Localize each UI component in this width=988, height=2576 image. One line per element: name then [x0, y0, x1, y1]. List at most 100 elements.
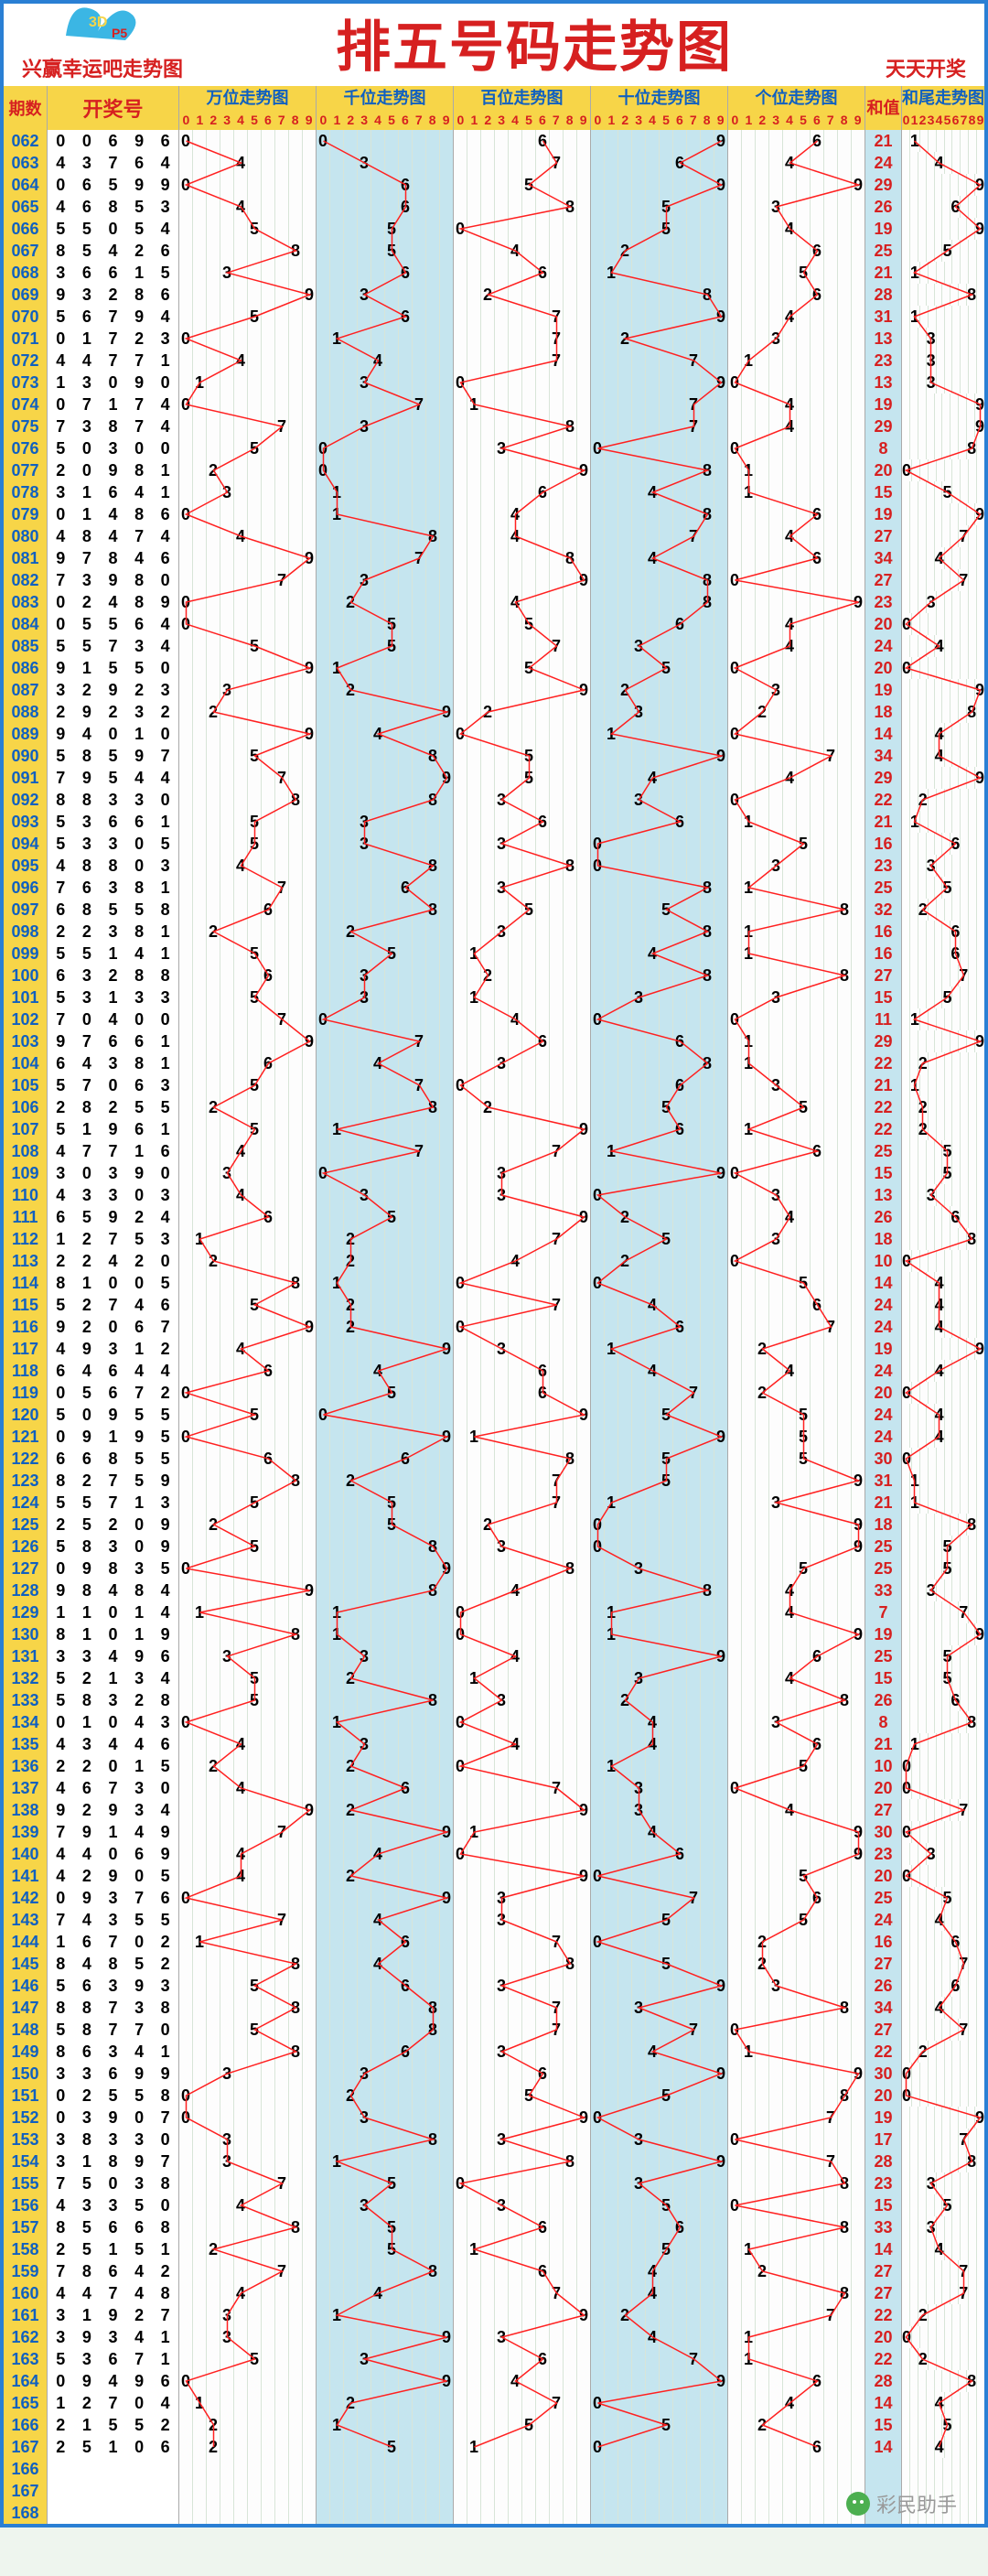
pos-trend-0: 2 [179, 1755, 317, 1777]
pos-trend-1: 0 [317, 459, 454, 481]
period-cell: 083 [4, 591, 48, 613]
period-cell: 140 [4, 1843, 48, 1865]
pos-trend-0: 9 [179, 723, 317, 745]
period-cell: 092 [4, 789, 48, 811]
tail-trend: 1 [902, 130, 984, 152]
pos-trend-4: 0 [728, 1162, 865, 1184]
period-cell: 158 [4, 2238, 48, 2260]
pos-trend-0: 9 [179, 547, 317, 569]
pos-trend-2: 5 [454, 2414, 591, 2436]
pos-trend-2: 0 [454, 723, 591, 745]
pos-trend-1: 0 [317, 437, 454, 459]
sum-cell: 24 [865, 1426, 902, 1448]
numbers-cell: 09835 [48, 1557, 179, 1579]
hdr-pos-4: 个位走势图 0123456789 [728, 86, 865, 130]
pos-trend-3: 0 [591, 1514, 728, 1536]
pos-trend-3: 0 [591, 437, 728, 459]
numbers-cell: 16702 [48, 1931, 179, 1953]
pos-trend-4: 0 [728, 723, 865, 745]
table-row: 1520390703907199 [4, 2107, 984, 2129]
pos-trend-4: 6 [728, 1645, 865, 1667]
pos-trend-4: 9 [728, 591, 865, 613]
pos-trend-3: 1 [591, 262, 728, 284]
pos-trend-1: 0 [317, 1162, 454, 1184]
table-row: 1458485284852277 [4, 1953, 984, 1975]
period-cell: 132 [4, 1667, 48, 1689]
pos-trend-3: 4 [591, 1360, 728, 1382]
pos-trend-1: 8 [317, 899, 454, 921]
pos-trend-3: 9 [591, 1645, 728, 1667]
pos-trend-2: 8 [454, 1448, 591, 1470]
pos-trend-3: 8 [591, 877, 728, 899]
pos-trend-2: 0 [454, 1755, 591, 1777]
period-cell: 137 [4, 1777, 48, 1799]
svg-text:3D: 3D [89, 15, 107, 30]
tail-trend: 1 [902, 1470, 984, 1492]
pos-trend-2: 2 [454, 965, 591, 986]
pos-trend-1: 2 [317, 679, 454, 701]
pos-trend-4: 1 [728, 811, 865, 833]
pos-trend-4: 6 [728, 284, 865, 306]
tail-trend: 8 [902, 284, 984, 306]
hdr-pos-2: 百位走势图 0123456789 [454, 86, 591, 130]
pos-trend-2: 0 [454, 1272, 591, 1294]
pos-trend-2: 4 [454, 1645, 591, 1667]
period-cell: 143 [4, 1909, 48, 1931]
period-cell: 069 [4, 284, 48, 306]
pos-trend-1: 8 [317, 2260, 454, 2282]
pos-trend-4: 9 [728, 1623, 865, 1645]
period-cell: 070 [4, 306, 48, 328]
period-cell: 075 [4, 415, 48, 437]
tail-trend: 0 [902, 1777, 984, 1799]
numbers-cell: 85426 [48, 240, 179, 262]
period-cell: 109 [4, 1162, 48, 1184]
pos-trend-2: 5 [454, 657, 591, 679]
tail-trend: 3 [902, 1184, 984, 1206]
table-row: 1238275982759311 [4, 1470, 984, 1492]
table-row: 1313349633496255 [4, 1645, 984, 1667]
numbers-cell: 56393 [48, 1975, 179, 1997]
tail-trend: 5 [902, 240, 984, 262]
period-cell: 113 [4, 1250, 48, 1272]
period-cell: 062 [4, 130, 48, 152]
pos-trend-1: 1 [317, 481, 454, 503]
numbers-cell: 58770 [48, 2019, 179, 2041]
period-cell: 085 [4, 635, 48, 657]
tail-trend: 7 [902, 965, 984, 986]
pos-trend-0: 2 [179, 2414, 317, 2436]
pos-trend-4: 6 [728, 503, 865, 525]
pos-trend-3: 7 [591, 1382, 728, 1404]
pos-trend-0: 5 [179, 745, 317, 767]
tail-trend: 3 [902, 350, 984, 372]
pos-trend-4: 2 [728, 2260, 865, 2282]
sum-cell: 25 [865, 1887, 902, 1909]
pos-trend-0: 0 [179, 393, 317, 415]
pos-trend-0: 3 [179, 481, 317, 503]
period-cell: 144 [4, 1931, 48, 1953]
numbers-cell [48, 2480, 179, 2502]
numbers-cell: 02489 [48, 591, 179, 613]
pos-trend-0: 2 [179, 701, 317, 723]
sum-cell: 13 [865, 328, 902, 350]
pos-trend-1: 7 [317, 1140, 454, 1162]
pos-trend-1: 5 [317, 2216, 454, 2238]
table-row: 1613192731927222 [4, 2304, 984, 2326]
pos-trend-3: 4 [591, 1294, 728, 1316]
period-cell: 074 [4, 393, 48, 415]
pos-trend-3: 4 [591, 767, 728, 789]
pos-trend-0: 7 [179, 767, 317, 789]
pos-trend-2: 1 [454, 1821, 591, 1843]
sum-cell: 27 [865, 2282, 902, 2304]
table-row: 0840556405564200 [4, 613, 984, 635]
numbers-cell: 31641 [48, 481, 179, 503]
pos-trend-1: 6 [317, 877, 454, 899]
pos-trend-1: 1 [317, 1711, 454, 1733]
sum-cell: 25 [865, 1140, 902, 1162]
tail-trend: 9 [902, 1623, 984, 1645]
table-row: 0783164131641155 [4, 481, 984, 503]
table-row: 168 [4, 2502, 984, 2524]
pos-trend-3: 1 [591, 1140, 728, 1162]
pos-trend-1: 1 [317, 2150, 454, 2172]
tail-trend: 3 [902, 855, 984, 877]
table-row: 0855573455734244 [4, 635, 984, 657]
